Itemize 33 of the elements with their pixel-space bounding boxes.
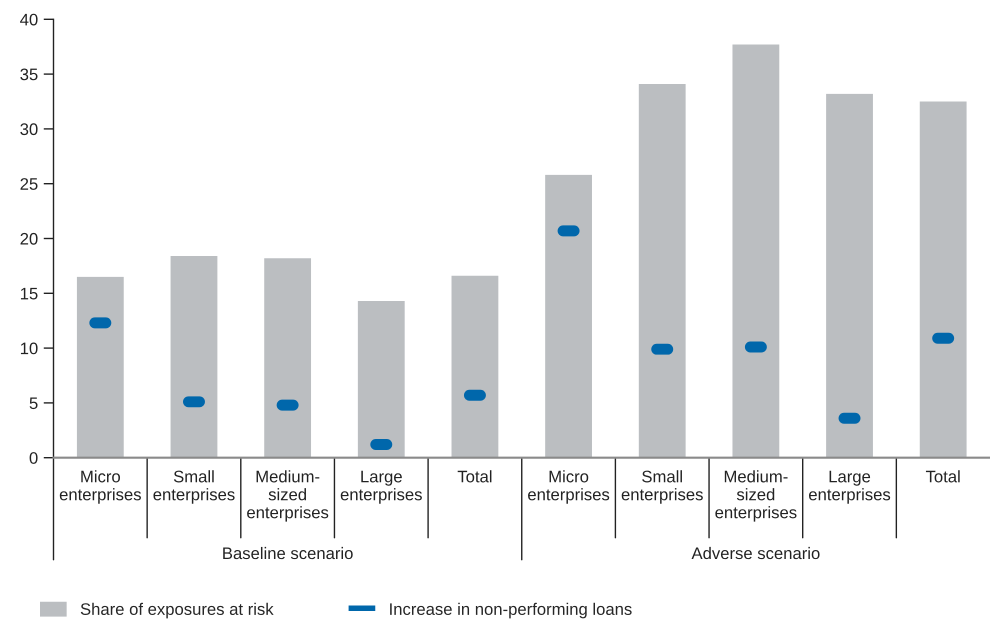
y-tick-label: 15 — [20, 288, 38, 300]
bar — [358, 300, 405, 458]
bar — [826, 94, 873, 458]
x-tick-label: Micro enterprises — [60, 470, 141, 504]
y-tick-label: 20 — [20, 232, 38, 245]
bar — [452, 276, 498, 458]
y-tick-label: 5 — [30, 397, 38, 410]
x-tick-label: Medium- sized enterprises — [715, 470, 796, 522]
y-tick-label: 10 — [20, 342, 38, 354]
bar — [264, 258, 312, 458]
y-tick-label: 30 — [20, 123, 38, 136]
x-tick-label: Large enterprises — [809, 470, 890, 504]
x-tick-label: Total — [458, 470, 492, 482]
x-tick-label: Small enterprises — [153, 470, 235, 504]
text: Baseline scenario — [223, 546, 353, 560]
x-tick-label: Micro enterprises — [528, 470, 610, 504]
bar — [170, 256, 218, 458]
x-tick-label: Medium- sized enterprises — [247, 470, 328, 522]
legend-label: Increase in non-performing loans — [390, 602, 632, 618]
bar — [732, 44, 780, 458]
bar — [545, 174, 592, 458]
legend-label: Share of exposures at risk — [80, 602, 274, 618]
text: Adverse scenario — [692, 546, 820, 560]
bar — [76, 276, 124, 458]
bar — [920, 102, 967, 458]
y-tick-label: 40 — [20, 14, 38, 26]
x-tick-label: Large enterprises — [340, 470, 422, 504]
y-tick-label: 25 — [20, 178, 38, 190]
y-tick-label: 35 — [20, 68, 38, 80]
x-tick-label: Small enterprises — [622, 470, 703, 504]
y-tick-label: 0 — [30, 452, 38, 464]
x-tick-label: Total — [926, 470, 960, 482]
bar — [638, 84, 686, 458]
